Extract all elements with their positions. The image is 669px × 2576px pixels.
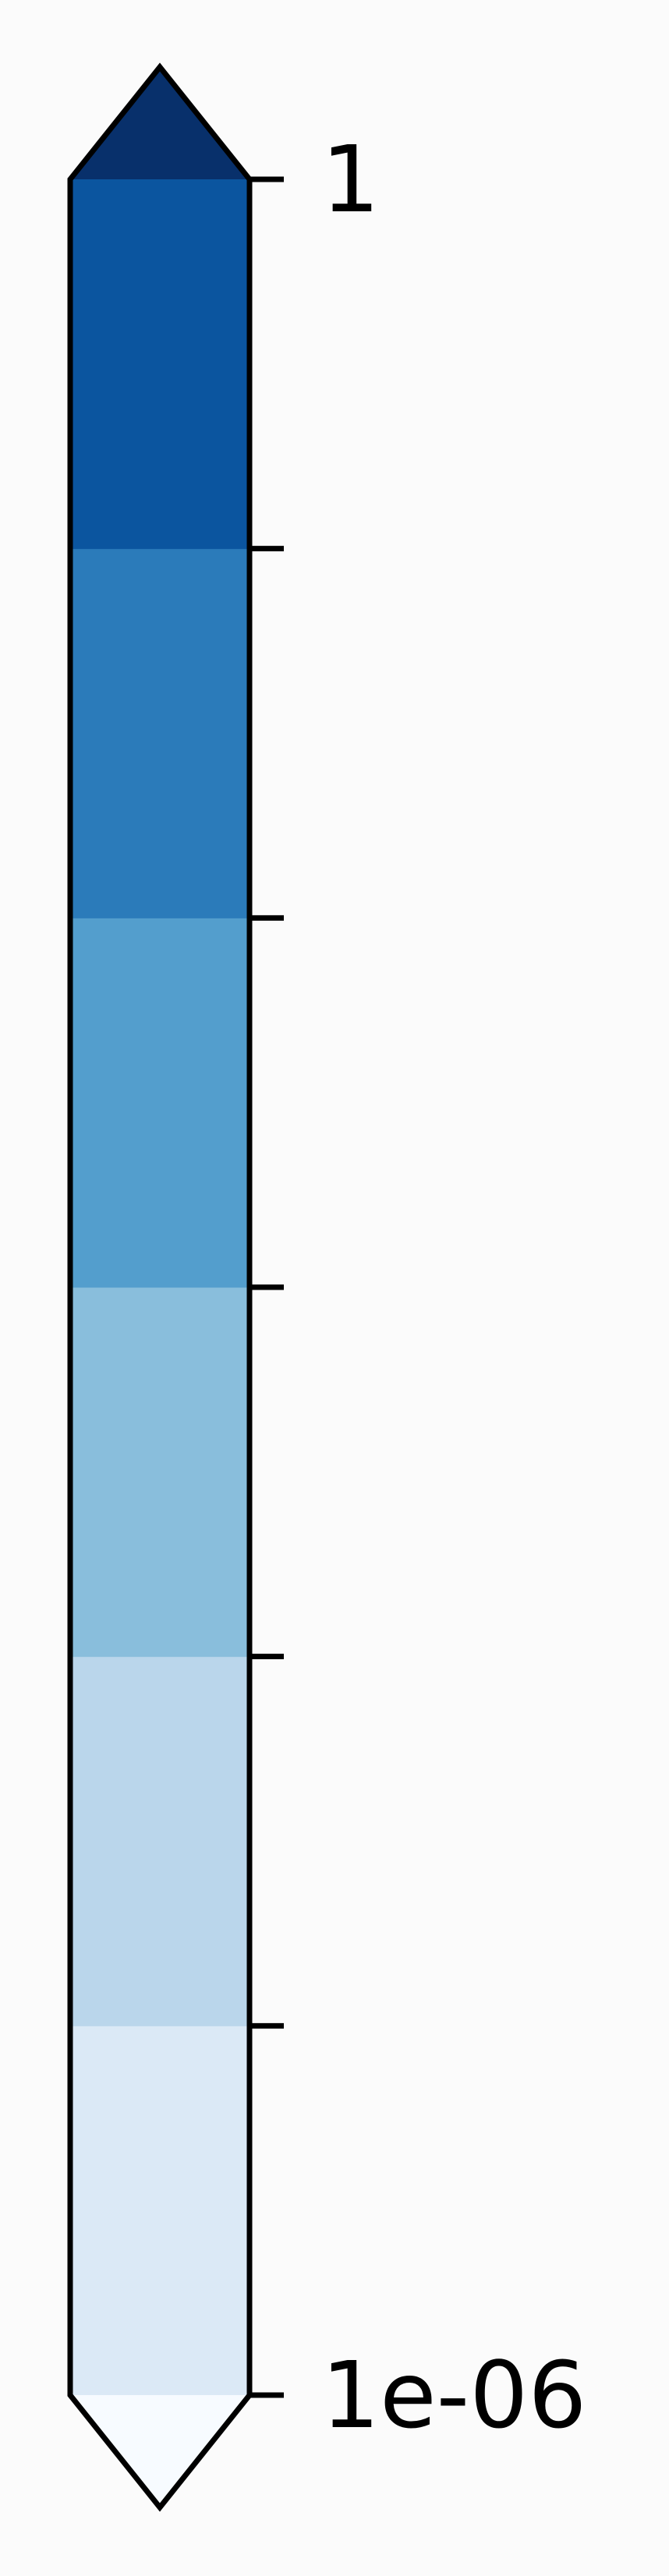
colorbar-bin xyxy=(70,2026,250,2396)
colorbar-bins xyxy=(70,179,250,2396)
colorbar-bin xyxy=(70,1287,250,1658)
colorbar-bin xyxy=(70,1656,250,2026)
colorbar-over-extension xyxy=(70,67,250,179)
colorbar-under-extension xyxy=(70,2395,250,2507)
colorbar-bin xyxy=(70,548,250,918)
tick-label-max: 1 xyxy=(321,126,380,233)
colorbar-ticks xyxy=(250,176,284,2398)
colorbar-bin xyxy=(70,918,250,1288)
colorbar-bin xyxy=(70,179,250,550)
tick-label-min: 1e-06 xyxy=(321,2341,586,2449)
